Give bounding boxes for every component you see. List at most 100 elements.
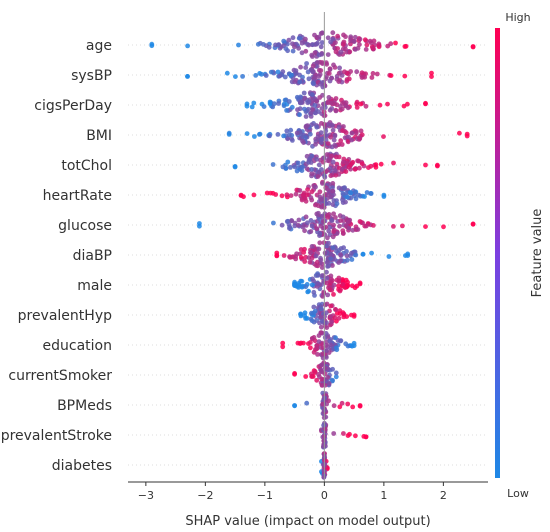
shap-point xyxy=(361,434,367,439)
shap-point xyxy=(226,130,232,136)
shap-point xyxy=(333,172,339,178)
shap-point xyxy=(233,74,238,79)
shap-point xyxy=(369,250,374,256)
shap-point xyxy=(320,159,326,165)
shap-point xyxy=(359,132,365,138)
shap-point xyxy=(350,159,356,165)
shap-point xyxy=(329,122,334,128)
x-tick-label: 0 xyxy=(321,489,328,502)
shap-point xyxy=(359,161,365,167)
shap-point xyxy=(297,112,302,118)
shap-point xyxy=(325,215,331,220)
shap-point xyxy=(332,142,338,148)
shap-point xyxy=(275,69,281,75)
shap-point xyxy=(318,81,323,87)
shap-point xyxy=(301,140,306,146)
shap-point xyxy=(308,110,314,116)
shap-point xyxy=(305,187,310,193)
shap-point xyxy=(354,99,360,105)
shap-point xyxy=(309,244,315,249)
shap-point xyxy=(321,289,327,295)
shap-point xyxy=(312,50,318,56)
shap-point xyxy=(429,70,434,76)
shap-point xyxy=(309,197,315,203)
shap-point xyxy=(244,131,250,137)
shap-point xyxy=(354,105,360,110)
shap-point xyxy=(289,72,294,78)
shap-point xyxy=(309,223,315,229)
shap-point xyxy=(325,141,331,147)
shap-point xyxy=(330,127,336,133)
shap-point xyxy=(302,313,308,319)
shap-point xyxy=(315,203,321,209)
shap-point xyxy=(299,40,305,46)
shap-point xyxy=(309,171,315,177)
shap-point xyxy=(287,132,292,138)
shap-point xyxy=(263,73,269,78)
shap-point xyxy=(304,61,309,66)
shap-point xyxy=(319,51,325,57)
shap-point xyxy=(339,167,345,172)
feature-label: diaBP xyxy=(73,248,112,264)
shap-point xyxy=(334,102,340,108)
shap-point xyxy=(337,223,342,229)
shap-point xyxy=(354,69,360,75)
shap-point xyxy=(319,213,325,219)
shap-point xyxy=(327,165,333,171)
shap-point xyxy=(345,401,351,407)
shap-point xyxy=(284,128,290,134)
shap-point xyxy=(322,426,328,432)
feature-labels: age sysBP cigsPerDay BMI totChol heartRate glu… xyxy=(1,38,113,474)
shap-point xyxy=(355,227,361,232)
shap-point xyxy=(296,285,301,290)
shap-point xyxy=(288,193,294,199)
shap-point xyxy=(386,254,392,259)
shap-point xyxy=(321,422,326,428)
shap-point xyxy=(308,218,314,223)
shap-point xyxy=(297,79,303,85)
shap-point xyxy=(344,257,350,263)
shap-point xyxy=(261,42,266,47)
shap-point xyxy=(315,174,321,179)
shap-point xyxy=(470,221,476,227)
shap-point xyxy=(343,223,349,229)
shap-point xyxy=(333,215,338,220)
shap-point xyxy=(342,69,347,75)
shap-point xyxy=(264,190,270,196)
shap-point xyxy=(333,307,338,312)
colorbar: High Low Feature value xyxy=(495,11,545,500)
shap-point xyxy=(423,224,428,230)
shap-point xyxy=(310,92,315,98)
shap-point xyxy=(349,312,354,318)
x-tick-label: −2 xyxy=(197,489,213,502)
shap-point xyxy=(319,376,325,382)
shap-point xyxy=(280,340,286,346)
shap-point xyxy=(296,217,302,223)
shap-point xyxy=(303,36,308,42)
shap-point xyxy=(357,219,363,224)
shap-point xyxy=(303,48,309,54)
shap-point xyxy=(314,346,319,352)
shap-point xyxy=(317,95,323,100)
shap-point xyxy=(374,71,380,77)
shap-point xyxy=(305,220,310,226)
shap-point xyxy=(331,62,336,68)
feature-label: prevalentStroke xyxy=(1,428,112,444)
shap-point xyxy=(308,340,313,345)
shap-point xyxy=(290,48,296,54)
shap-point xyxy=(318,330,324,336)
shap-point xyxy=(330,30,336,36)
shap-point xyxy=(305,289,311,295)
shap-point xyxy=(378,161,384,167)
shap-point xyxy=(340,228,346,234)
shap-point xyxy=(306,159,311,165)
shap-point xyxy=(340,214,346,220)
shap-point xyxy=(297,35,303,41)
shap-point xyxy=(403,43,409,49)
shap-point xyxy=(343,100,349,106)
shap-point xyxy=(288,127,294,133)
shap-point xyxy=(259,71,264,77)
shap-point xyxy=(308,345,313,351)
shap-point xyxy=(340,282,346,287)
shap-point xyxy=(391,160,396,166)
